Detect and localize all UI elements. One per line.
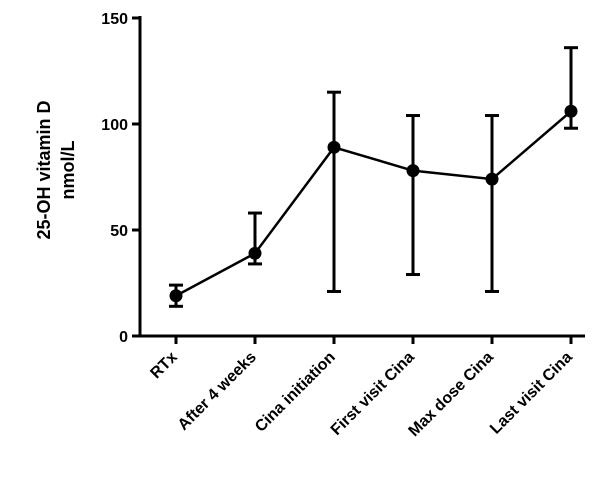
series-line <box>175 110 572 297</box>
axes <box>138 16 585 338</box>
data-point <box>327 140 341 154</box>
x-tick-label: After 4 weeks <box>175 349 260 434</box>
x-tick-label: RTx <box>147 349 180 382</box>
series <box>169 46 578 308</box>
data-point <box>564 104 578 118</box>
y-tick-label: 150 <box>101 11 128 28</box>
data-point <box>169 289 183 303</box>
y-tick-label: 0 <box>119 329 128 346</box>
data-point <box>248 246 262 260</box>
y-tick-label: 50 <box>110 223 128 240</box>
x-tick-label: First visit Cina <box>328 349 418 439</box>
y-tick-label: 100 <box>101 117 128 134</box>
y-axis-title: 25-OH vitamin D nmol/L <box>34 100 78 239</box>
data-point <box>406 164 420 178</box>
x-tick-label: Last visit Cina <box>487 349 576 438</box>
x-tick-label: Cina initiation <box>252 349 339 436</box>
y-axis-title-line2: nmol/L <box>58 141 78 200</box>
y-ticks: 0 50 100 150 <box>101 11 140 346</box>
y-axis-title-line1: 25-OH vitamin D <box>34 100 54 239</box>
x-tick-label: Max dose Cina <box>406 349 497 440</box>
data-point <box>485 172 499 186</box>
